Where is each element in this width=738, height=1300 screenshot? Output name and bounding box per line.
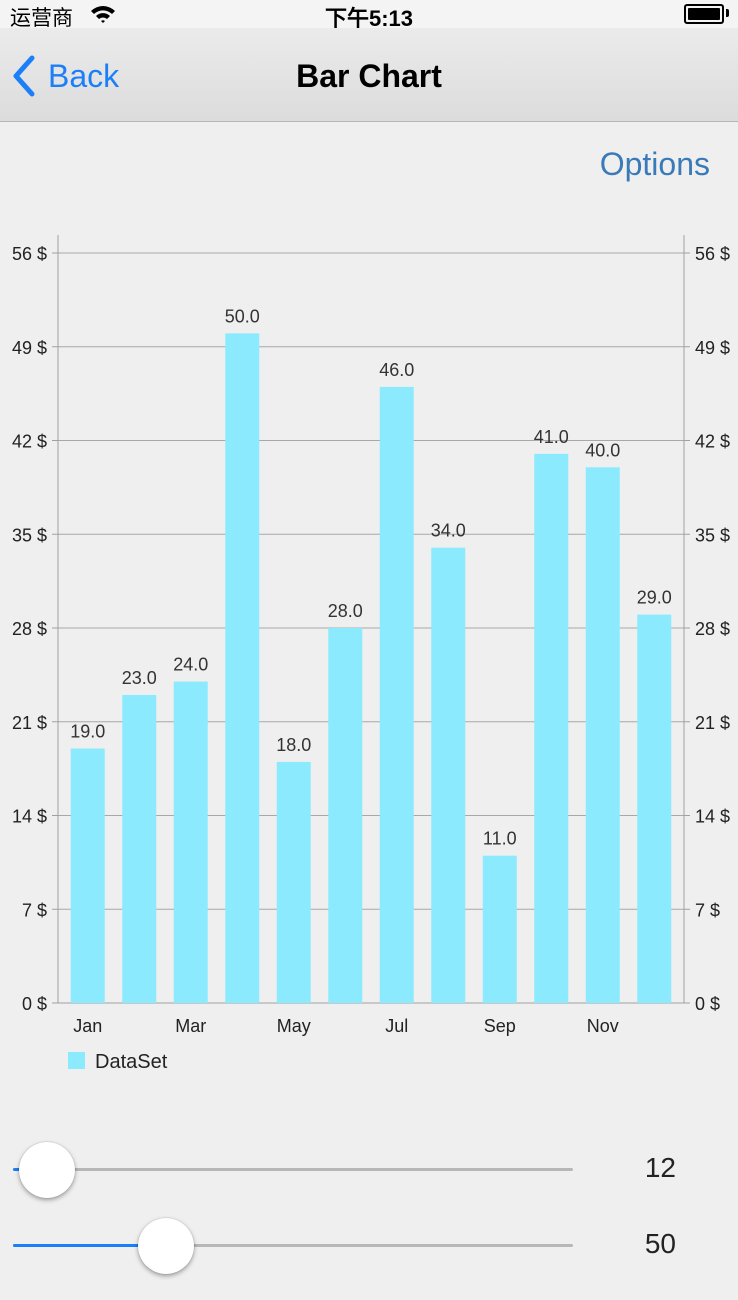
bar-value-label: 34.0 [431, 521, 466, 541]
bar [276, 761, 311, 1003]
bar [482, 855, 517, 1003]
wifi-icon [91, 6, 115, 23]
x-count-value: 12 [644, 1152, 676, 1183]
bar [637, 614, 672, 1003]
x-tick-label: Sep [484, 1016, 516, 1036]
bar [328, 628, 363, 1003]
y-left-tick-label: 14 $ [12, 807, 47, 827]
slider-thumb[interactable] [138, 1218, 195, 1274]
battery-tip [726, 9, 729, 17]
y-left-tick-label: 35 $ [12, 525, 47, 545]
bar [122, 694, 157, 1003]
bar-value-label: 19.0 [70, 722, 105, 742]
bar-value-label: 24.0 [173, 655, 208, 675]
slider-track [13, 1244, 573, 1247]
slider-track [13, 1168, 573, 1171]
bar [431, 547, 466, 1003]
x-tick-label: May [277, 1016, 311, 1036]
bar-value-label: 29.0 [637, 588, 672, 608]
bar-value-label: 46.0 [379, 360, 414, 380]
bar-chart: 0 $ 0 $ 7 $ 7 $ 14 $ 14 $ 21 $ 21 $ 28 $ 28 $ 35 $… [12, 235, 730, 1073]
y-right-tick-label: 21 $ [695, 713, 730, 733]
y-left-tick-label: 7 $ [22, 900, 47, 920]
y-right-tick-label: 35 $ [695, 525, 730, 545]
bar [534, 453, 569, 1004]
y-left-tick-label: 28 $ [12, 619, 47, 639]
bar [585, 467, 620, 1003]
bar-value-label: 11.0 [483, 829, 517, 849]
y-right-tick-label: 56 $ [695, 244, 730, 264]
y-right-tick-label: 14 $ [695, 807, 730, 827]
slider-fill [13, 1244, 167, 1247]
bar-value-label: 28.0 [328, 601, 363, 621]
x-count-slider[interactable]: 12 [0, 1140, 738, 1200]
bar [173, 681, 208, 1003]
status-bar: 运营商 下午5:13 [0, 0, 738, 31]
y-range-value: 50 [644, 1228, 676, 1259]
legend-label: DataSet [95, 1051, 168, 1073]
y-left-tick-label: 42 $ [12, 432, 47, 452]
x-tick-label: Jan [73, 1016, 102, 1036]
bar-value-label: 40.0 [585, 440, 620, 460]
bar-value-label: 50.0 [225, 306, 260, 326]
bar-value-label: 23.0 [122, 668, 157, 688]
y-left-tick-label: 49 $ [12, 338, 47, 358]
bar [379, 386, 414, 1003]
y-right-tick-label: 7 $ [695, 900, 720, 920]
y-right-tick-label: 28 $ [695, 619, 730, 639]
bar-value-label: 41.0 [534, 427, 569, 447]
back-label: Back [48, 57, 120, 94]
y-left-tick-label: 21 $ [12, 713, 47, 733]
carrier-name: 运营商 [10, 7, 73, 30]
bar-value-label: 18.0 [276, 735, 311, 755]
y-right-tick-label: 0 $ [695, 994, 720, 1014]
y-left-tick-label: 56 $ [12, 244, 47, 264]
back-button[interactable]: Back [10, 50, 119, 102]
legend-swatch [68, 1052, 85, 1069]
bar [225, 333, 260, 1003]
x-tick-label: Jul [385, 1016, 408, 1036]
x-tick-label: Mar [175, 1016, 206, 1036]
y-right-tick-label: 49 $ [695, 338, 730, 358]
x-tick-label: Nov [587, 1016, 619, 1036]
slider-thumb[interactable] [18, 1142, 75, 1198]
navigation-bar: Back Bar Chart [0, 28, 738, 122]
y-right-tick-label: 42 $ [695, 432, 730, 452]
options-button[interactable]: Options [599, 146, 710, 182]
y-range-slider[interactable]: 50 [0, 1216, 738, 1276]
bar [70, 748, 105, 1003]
battery-icon [684, 4, 724, 24]
chevron-left-icon [13, 55, 35, 97]
y-left-tick-label: 0 $ [22, 994, 47, 1014]
